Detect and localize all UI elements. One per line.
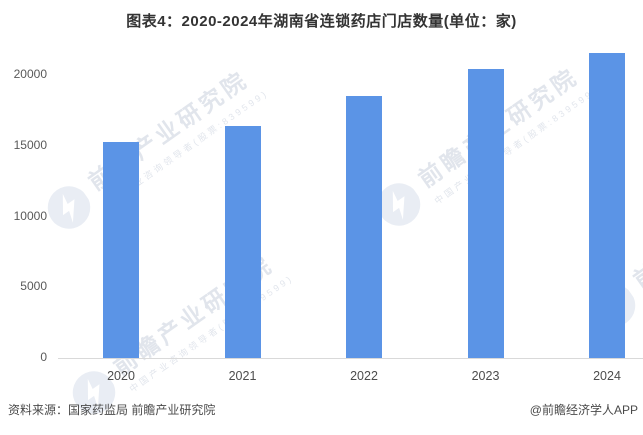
x-axis-line — [58, 358, 643, 359]
credit-note: @前瞻经济学人APP — [529, 403, 638, 417]
bar-2021 — [224, 126, 261, 358]
x-tick-label-2024: 2024 — [593, 369, 621, 383]
bar-2023 — [467, 68, 504, 358]
y-tick-label: 0 — [40, 350, 47, 364]
x-tick-label-2020: 2020 — [107, 369, 135, 383]
chart-title: 图表4：2020-2024年湖南省连锁药店门店数量(单位：家) — [126, 13, 517, 30]
bar-2024 — [589, 52, 625, 358]
x-tick-label-2023: 2023 — [471, 369, 500, 383]
y-tick-label: 20000 — [13, 67, 47, 82]
source-note: 资料来源：国家药监局 前瞻产业研究院 — [8, 403, 216, 417]
x-tick-label-2021: 2021 — [228, 369, 257, 383]
bar-2020 — [103, 141, 139, 358]
y-tick-label: 10000 — [13, 208, 47, 223]
y-tick-label: 5000 — [20, 279, 47, 294]
footer: 资料来源：国家药监局 前瞻产业研究院 @前瞻经济学人APP — [8, 401, 638, 418]
y-tick-label: 15000 — [13, 137, 47, 152]
x-tick-label-2022: 2022 — [350, 369, 378, 383]
bar-2022 — [346, 96, 382, 358]
